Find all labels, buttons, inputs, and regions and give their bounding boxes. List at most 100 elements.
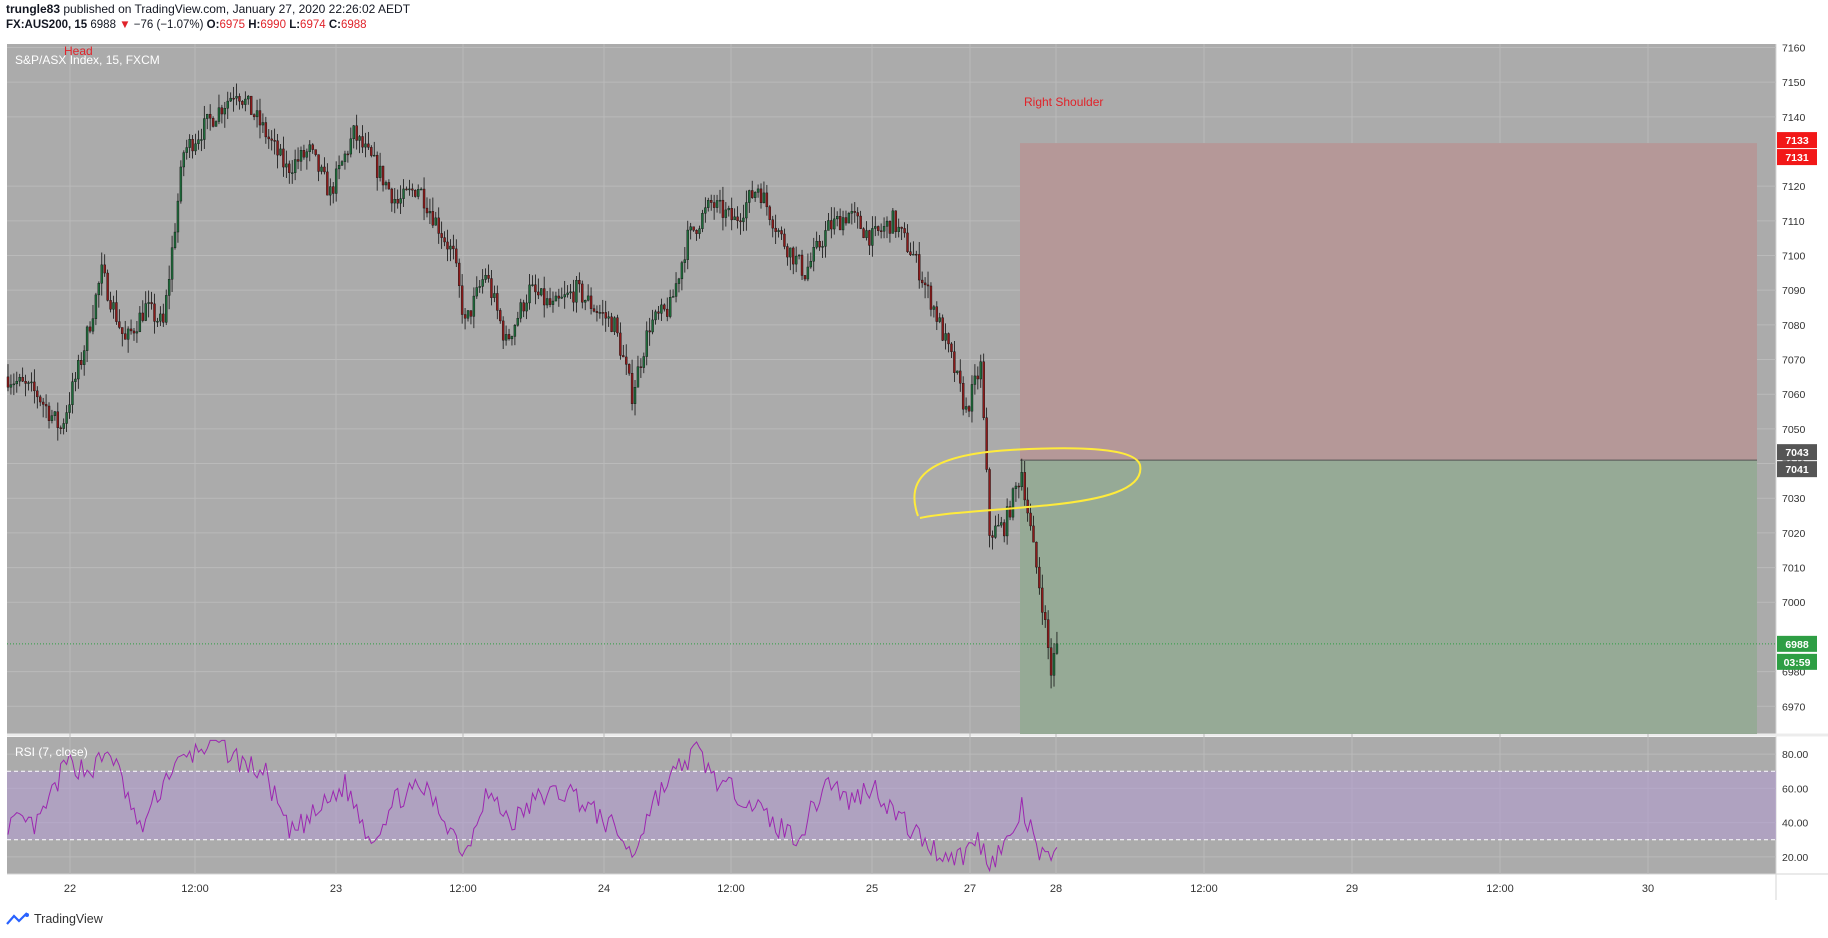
candle-body — [566, 292, 569, 295]
ohlc-line: FX:AUS200, 15 6988 ▼ −76 (−1.07%) O:6975… — [6, 18, 410, 33]
candle-body — [156, 320, 159, 323]
candle-body — [1011, 488, 1015, 518]
rsi-tick-label: 80.00 — [1782, 749, 1808, 761]
candle-body — [970, 384, 974, 412]
x-tick-label: 12:00 — [181, 883, 209, 895]
candle-body — [953, 351, 956, 373]
stop-tag-lower-bg — [1777, 149, 1817, 166]
candle-body — [885, 220, 889, 227]
candle-body — [197, 139, 200, 145]
rsi-title: RSI (7, close) — [15, 745, 88, 759]
candle-body — [636, 366, 640, 388]
candle-body — [458, 262, 461, 286]
candle-body — [449, 245, 452, 250]
candle-body — [950, 343, 953, 352]
candle-body — [77, 360, 80, 380]
candle-body — [668, 297, 672, 317]
candle-body — [126, 328, 130, 340]
candle-body — [226, 100, 229, 109]
candle-body — [422, 188, 426, 209]
candle-body — [783, 233, 786, 247]
candle-body — [320, 166, 323, 172]
candle-body — [332, 186, 335, 194]
last-price: 6988 — [90, 19, 116, 31]
candle-body — [821, 246, 824, 248]
open-value: 6975 — [219, 19, 246, 31]
time-axis[interactable] — [7, 874, 1776, 900]
countdown-tag-bg — [1777, 653, 1817, 670]
candle-body — [24, 381, 27, 384]
candle-body — [833, 218, 836, 230]
x-axis-ticks: 22 12:00 23 12:00 24 12:00 25 27 28 12:00 29 12:00 3… — [64, 883, 1654, 895]
candle-body — [542, 288, 546, 306]
candle-body — [663, 304, 666, 310]
candle-body — [894, 210, 897, 232]
candle-body — [976, 375, 980, 380]
y-tick-label: 7150 — [1782, 77, 1806, 89]
close-label: C: — [328, 19, 341, 31]
entry-tag-upper: 7043 — [1785, 447, 1809, 459]
candle-body — [314, 149, 317, 155]
y-tick-label: 7030 — [1782, 493, 1806, 505]
candle-body — [847, 213, 851, 224]
candle-body — [361, 136, 364, 148]
candle-body — [745, 202, 748, 219]
y-tick-label: 7010 — [1782, 563, 1806, 575]
candle-body — [912, 253, 915, 256]
candle-body — [692, 226, 695, 231]
candle-body — [241, 101, 244, 105]
candle-body — [1005, 506, 1009, 537]
candle-body — [1041, 587, 1044, 613]
y-tick-label: 7160 — [1782, 42, 1806, 54]
candle-body — [569, 291, 572, 294]
candle-body — [581, 283, 584, 303]
candle-body — [481, 279, 484, 287]
candle-body — [516, 317, 520, 326]
candle-body — [302, 150, 306, 158]
candle-body — [132, 330, 136, 334]
candle-body — [877, 226, 880, 231]
candle-body — [466, 310, 470, 319]
candle-body — [431, 211, 435, 226]
candle-body — [1008, 506, 1012, 518]
high-label: H: — [248, 19, 261, 31]
stop-tag-upper: 7133 — [1785, 135, 1809, 147]
candle-body — [311, 144, 314, 150]
candle-body — [414, 189, 417, 197]
candle-body — [91, 318, 95, 332]
candle-body — [639, 366, 643, 368]
candle-body — [557, 295, 561, 299]
publish-line: trungle83 published on TradingView.com, … — [6, 2, 410, 17]
candle-body — [1044, 612, 1047, 620]
candle-body — [710, 200, 713, 203]
candle-body — [329, 186, 332, 196]
candle-body — [393, 199, 396, 204]
candle-body — [261, 122, 265, 126]
trading-chart[interactable]: 6970698070007010702070307040705070607070… — [0, 0, 1828, 906]
entry-tag-lower-bg — [1777, 461, 1817, 478]
candle-body — [578, 280, 581, 285]
candle-body — [592, 308, 596, 312]
candle-body — [267, 136, 270, 140]
candle-body — [642, 356, 646, 368]
candle-body — [677, 278, 681, 284]
candle-body — [715, 200, 719, 208]
candle-body — [490, 278, 493, 298]
candle-body — [742, 217, 745, 223]
candle-body — [317, 154, 320, 172]
tradingview-footer[interactable]: TradingView — [6, 912, 103, 926]
candle-body — [238, 96, 241, 102]
candles — [6, 83, 1059, 689]
candle-body — [443, 237, 446, 243]
candle-body — [961, 383, 965, 410]
author-name[interactable]: trungle83 — [6, 2, 61, 16]
candle-body — [85, 326, 89, 351]
candle-body — [513, 325, 517, 337]
candle-body — [900, 226, 903, 229]
candle-body — [704, 207, 707, 214]
candle-body — [1055, 643, 1059, 654]
candle-body — [384, 182, 388, 186]
candle-body — [387, 182, 391, 190]
candle-body — [944, 333, 947, 341]
candle-body — [326, 171, 329, 196]
